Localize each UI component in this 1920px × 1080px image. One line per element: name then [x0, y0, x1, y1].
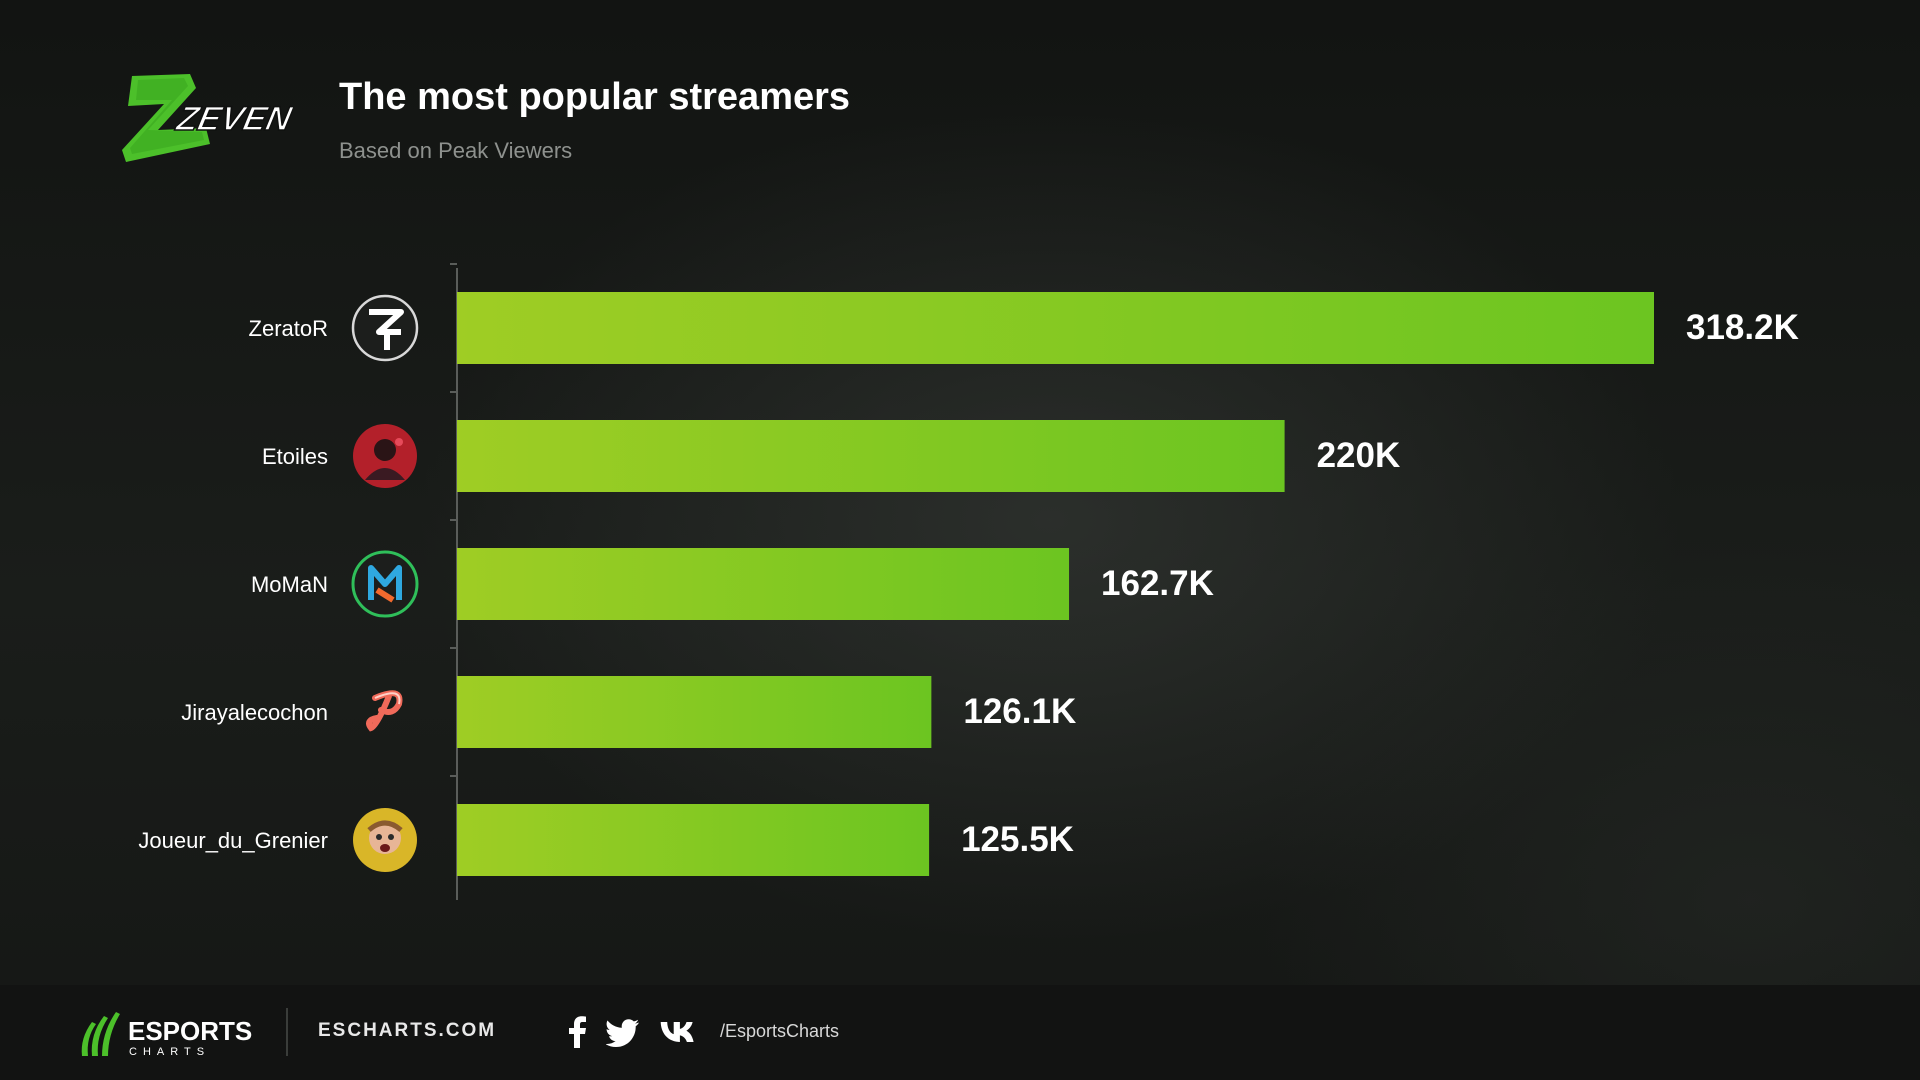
bar-row: MoMaN 162.7K — [251, 519, 1214, 620]
value-label: 125.5K — [961, 820, 1074, 859]
bar — [457, 548, 1070, 620]
bar — [457, 292, 1654, 364]
bar-row: ZeratoR 318.2K — [249, 263, 1799, 364]
bar — [457, 804, 930, 876]
value-label: 126.1K — [963, 692, 1076, 731]
footer-site-link[interactable]: ESCHARTS.COM — [318, 1020, 497, 1041]
jirayalecochon-logo-icon — [366, 690, 403, 732]
charts-brand-text: CHARTS — [129, 1046, 210, 1058]
footer-social-handle[interactable]: /EsportsCharts — [720, 1021, 840, 1041]
zevent-logo: ZEVENT — [122, 74, 293, 162]
category-label: Jirayalecochon — [181, 700, 328, 725]
chart-subtitle: Based on Peak Viewers — [339, 138, 573, 163]
facebook-icon[interactable] — [566, 1016, 588, 1048]
bar — [457, 420, 1285, 492]
vk-icon[interactable] — [660, 1016, 698, 1048]
esports-charts-mark-icon — [81, 1012, 120, 1056]
value-label: 220K — [1317, 436, 1401, 475]
chart-title: The most popular streamers — [339, 76, 851, 118]
zeratorr-logo-icon — [351, 294, 419, 362]
footer — [0, 985, 1920, 1080]
moman-logo-icon — [351, 550, 419, 618]
category-label: MoMaN — [251, 572, 328, 597]
bar-row: Jirayalecochon 126.1K — [181, 647, 1076, 748]
value-label: 162.7K — [1101, 564, 1214, 603]
twitter-icon[interactable] — [606, 1016, 640, 1048]
zevent-logo-text: ZEVENT — [173, 100, 293, 138]
bar — [457, 676, 932, 748]
category-label: Joueur_du_Grenier — [138, 828, 328, 853]
category-label: Etoiles — [262, 444, 328, 469]
value-label: 318.2K — [1686, 308, 1799, 347]
footer-divider — [286, 1008, 288, 1056]
etoiles-avatar-icon — [353, 424, 417, 488]
esports-charts-logo: ESPORTS CHARTS — [81, 1012, 252, 1058]
esports-brand-text: ESPORTS — [128, 1016, 252, 1046]
category-label: ZeratoR — [249, 316, 328, 341]
joueur-du-grenier-avatar-icon — [353, 808, 417, 872]
bar-row: Etoiles 220K — [262, 391, 1401, 492]
bar-row: Joueur_du_Grenier 125.5K — [138, 775, 1074, 876]
